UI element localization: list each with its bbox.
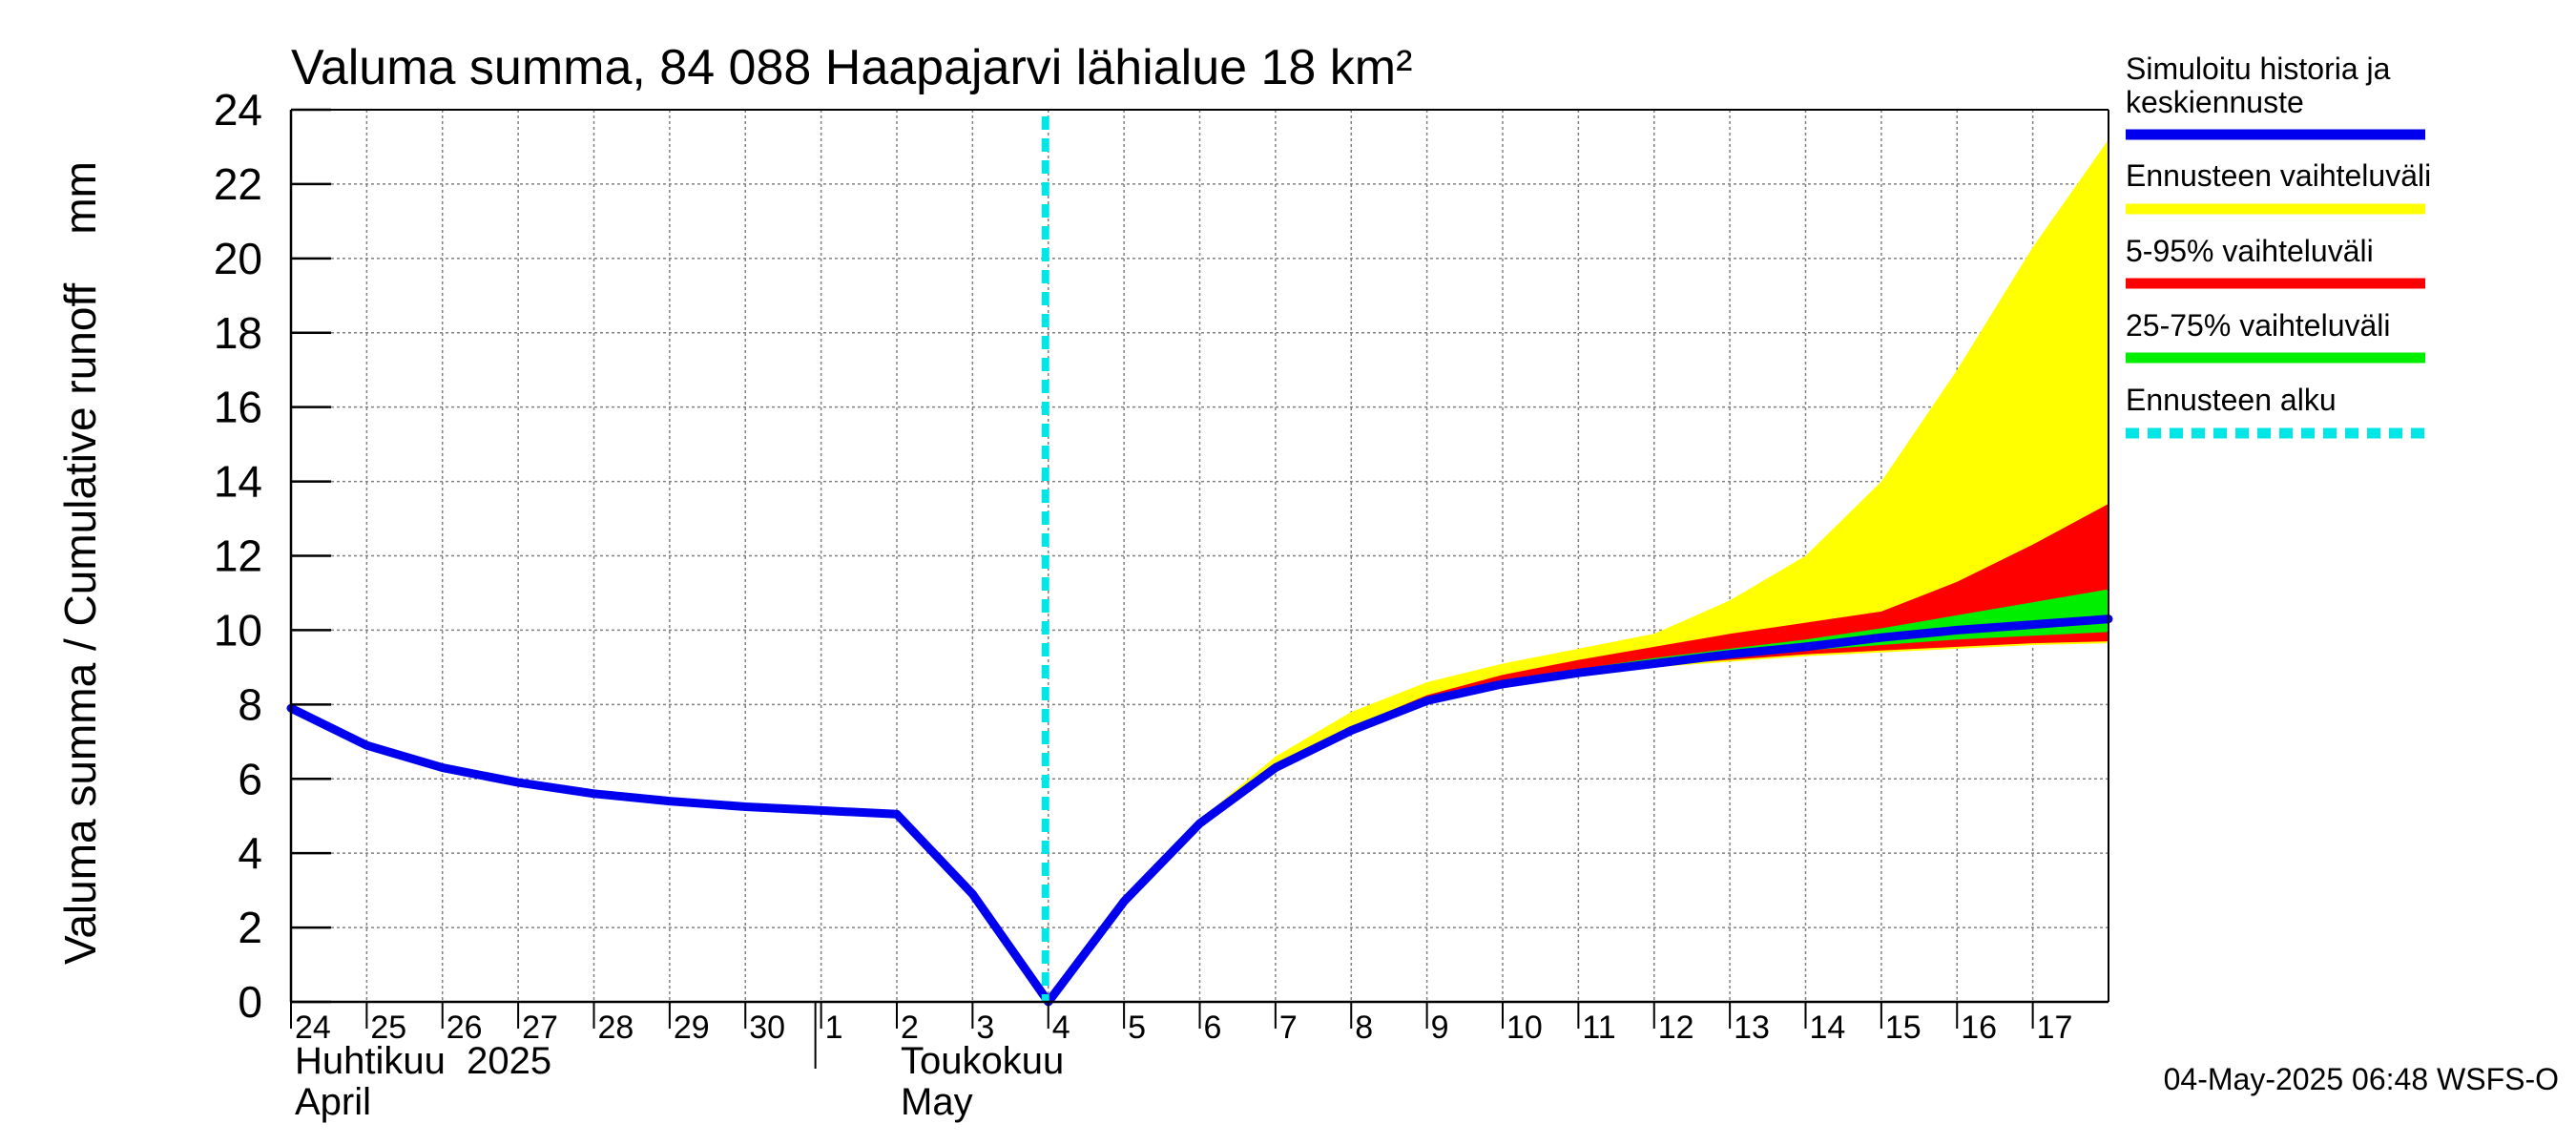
y-tick-label: 22 [214,159,262,209]
y-tick-label: 20 [214,234,262,283]
month-label-english: April [295,1081,371,1123]
x-tick-label: 9 [1431,1010,1449,1046]
x-tick-label: 11 [1582,1010,1615,1046]
y-tick-label: 24 [214,85,262,135]
x-tick-label: 25 [370,1010,406,1046]
x-tick-label: 10 [1506,1010,1543,1046]
legend-label: 5-95% vaihteluväli [2126,234,2374,268]
y-tick-label: 0 [238,977,262,1027]
x-tick-label: 6 [1204,1010,1222,1046]
x-tick-label: 12 [1658,1010,1694,1046]
x-tick-label: 14 [1810,1010,1846,1046]
y-axis-label: Valuma summa / Cumulative runoff mm [55,161,105,965]
x-tick-label: 17 [2037,1010,2073,1046]
y-tick-label: 4 [238,828,262,878]
x-tick-label: 30 [749,1010,785,1046]
y-tick-label: 6 [238,754,262,803]
x-ticks: 24 25 26 27 28 29 30 1 2 3 4 5 6 7 8 9 10 11 12 13 14 15 16 17 [290,1002,2073,1046]
month-label-english: May [901,1081,973,1123]
x-tick-label: 29 [674,1010,710,1046]
x-tick-label: 13 [1734,1010,1770,1046]
legend-label: Ennusteen vaihteluväli [2126,158,2431,193]
legend-label: Ennusteen alku [2126,383,2337,417]
month-label-local: Toukokuu [901,1040,1064,1082]
x-tick-label: 16 [1961,1010,1997,1046]
x-tick-label: 27 [522,1010,558,1046]
band-5-95-vaihteluv-li [1048,504,2109,1002]
legend-label-cont: keskiennuste [2126,85,2304,119]
history-forecast-line [286,614,2113,1007]
y-tick-label: 18 [214,308,262,358]
chart-title: Valuma summa, 84 088 Haapajarvi lähialue… [291,40,1412,95]
x-tick-label: 1 [825,1010,843,1046]
month-label-local: Huhtikuu 2025 [295,1040,551,1082]
y-tick-label: 12 [214,531,262,581]
legend-label: Simuloitu historia ja [2126,52,2391,86]
x-tick-label: 28 [598,1010,634,1046]
x-tick-label: 2 [901,1010,919,1046]
band-ennusteen-vaihteluv-li [1048,139,2109,1002]
y-tick-label: 16 [214,383,262,432]
timestamp: 04-May-2025 06:48 WSFS-O [2164,1062,2559,1096]
x-tick-label: 24 [295,1010,331,1046]
x-tick-label: 26 [447,1010,483,1046]
x-tick-label: 5 [1128,1010,1146,1046]
x-tick-label: 3 [976,1010,994,1046]
x-tick-label: 15 [1885,1010,1922,1046]
y-tick-label: 2 [238,903,262,952]
x-tick-label: 8 [1355,1010,1373,1046]
y-tick-label: 8 [238,679,262,729]
history-line-layer [286,614,2113,1007]
x-tick-label: 7 [1279,1010,1298,1046]
x-tick-label: 4 [1052,1010,1070,1046]
y-tick-label: 10 [214,605,262,655]
y-tick-label: 14 [214,457,262,507]
legend-label: 25-75% vaihteluväli [2126,308,2391,343]
